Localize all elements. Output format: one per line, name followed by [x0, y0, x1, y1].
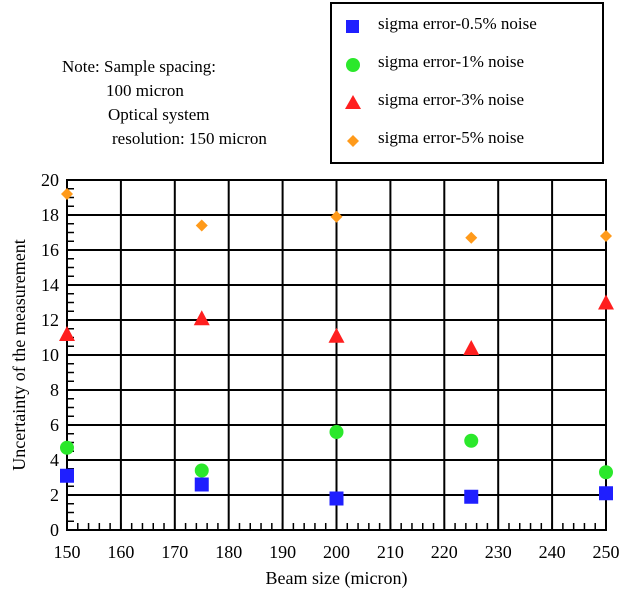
y-tick-label: 10: [41, 345, 59, 365]
point-triangle: [193, 310, 210, 326]
orange-diamond-marker-icon: [347, 135, 359, 147]
x-tick-label: 160: [107, 542, 134, 562]
point-square: [599, 486, 613, 501]
y-tick-label: 8: [50, 380, 59, 400]
y-tick-label: 12: [41, 310, 59, 330]
point-triangle: [463, 340, 480, 355]
y-tick-label: 14: [41, 275, 59, 295]
point-diamond: [465, 231, 478, 244]
point-circle: [329, 425, 344, 439]
y-tick-label: 4: [50, 450, 59, 470]
y-tick-label: 0: [50, 520, 59, 540]
x-tick-label: 190: [269, 542, 296, 562]
y-axis-label: Uncertainty of the measurement: [9, 239, 29, 470]
note-line-4: resolution: 150 micron: [112, 129, 267, 148]
point-diamond: [600, 230, 612, 242]
point-square: [329, 491, 344, 506]
x-tick-label: 240: [539, 542, 566, 562]
point-circle: [599, 465, 613, 480]
y-tick-label: 16: [41, 240, 59, 260]
legend-label: sigma error-0.5% noise: [378, 14, 537, 33]
x-tick-label: 150: [54, 542, 81, 562]
point-diamond: [195, 219, 208, 232]
chart-legend: sigma error-0.5% noise sigma error-1% no…: [330, 2, 604, 164]
point-triangle: [59, 326, 75, 341]
y-tick-label: 18: [41, 205, 59, 225]
point-square: [60, 468, 74, 483]
point-circle: [194, 463, 209, 478]
point-square: [464, 489, 479, 504]
y-tick-label: 2: [50, 485, 59, 505]
x-tick-label: 210: [377, 542, 404, 562]
x-tick-label: 230: [485, 542, 512, 562]
y-tick-label: 6: [50, 415, 59, 435]
red-triangle-marker-icon: [345, 95, 361, 109]
point-circle: [464, 433, 479, 448]
chart-note: Note: Sample spacing: 100 micron Optical…: [62, 55, 267, 151]
note-line-2: 100 micron: [106, 81, 184, 100]
note-line-3: Optical system: [108, 105, 210, 124]
point-triangle: [598, 294, 614, 310]
x-axis-label: Beam size (micron): [266, 568, 408, 589]
blue-square-marker-icon: [346, 20, 359, 33]
x-tick-label: 200: [323, 542, 350, 562]
point-diamond: [61, 188, 73, 200]
x-tick-label: 180: [215, 542, 242, 562]
point-circle: [60, 440, 74, 455]
y-tick-label: 20: [41, 170, 59, 190]
legend-label: sigma error-1% noise: [378, 52, 525, 71]
point-triangle: [328, 327, 345, 343]
x-tick-label: 220: [431, 542, 458, 562]
x-tick-label: 250: [593, 542, 620, 562]
point-diamond: [330, 210, 343, 223]
x-tick-label: 170: [161, 542, 188, 562]
note-line-1: Note: Sample spacing:: [62, 57, 216, 76]
point-square: [194, 477, 209, 492]
legend-label: sigma error-3% noise: [378, 90, 525, 109]
green-circle-marker-icon: [346, 58, 360, 72]
legend-label: sigma error-5% noise: [378, 128, 525, 147]
